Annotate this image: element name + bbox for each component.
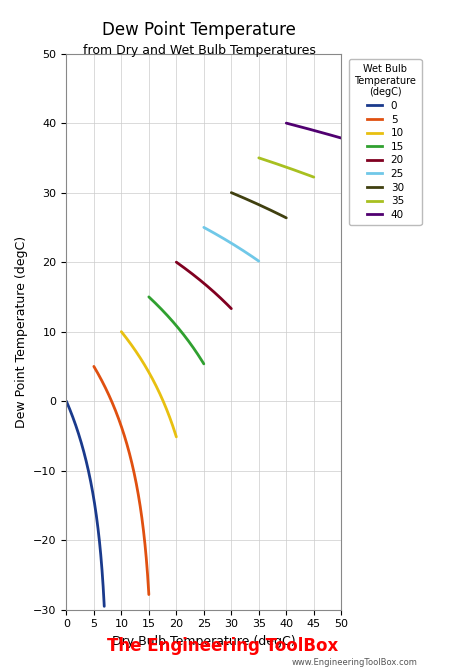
Text: The Engineering ToolBox: The Engineering ToolBox bbox=[107, 637, 338, 655]
X-axis label: Dry Bulb Temperature (degC): Dry Bulb Temperature (degC) bbox=[112, 635, 296, 648]
Text: Dew Point Temperature: Dew Point Temperature bbox=[102, 21, 296, 40]
Y-axis label: Dew Point Temperature (degC): Dew Point Temperature (degC) bbox=[15, 236, 27, 427]
Legend: 0, 5, 10, 15, 20, 25, 30, 35, 40: 0, 5, 10, 15, 20, 25, 30, 35, 40 bbox=[349, 59, 421, 225]
Text: www.EngineeringToolBox.com: www.EngineeringToolBox.com bbox=[291, 658, 417, 667]
Text: from Dry and Wet Bulb Temperatures: from Dry and Wet Bulb Temperatures bbox=[82, 44, 316, 56]
